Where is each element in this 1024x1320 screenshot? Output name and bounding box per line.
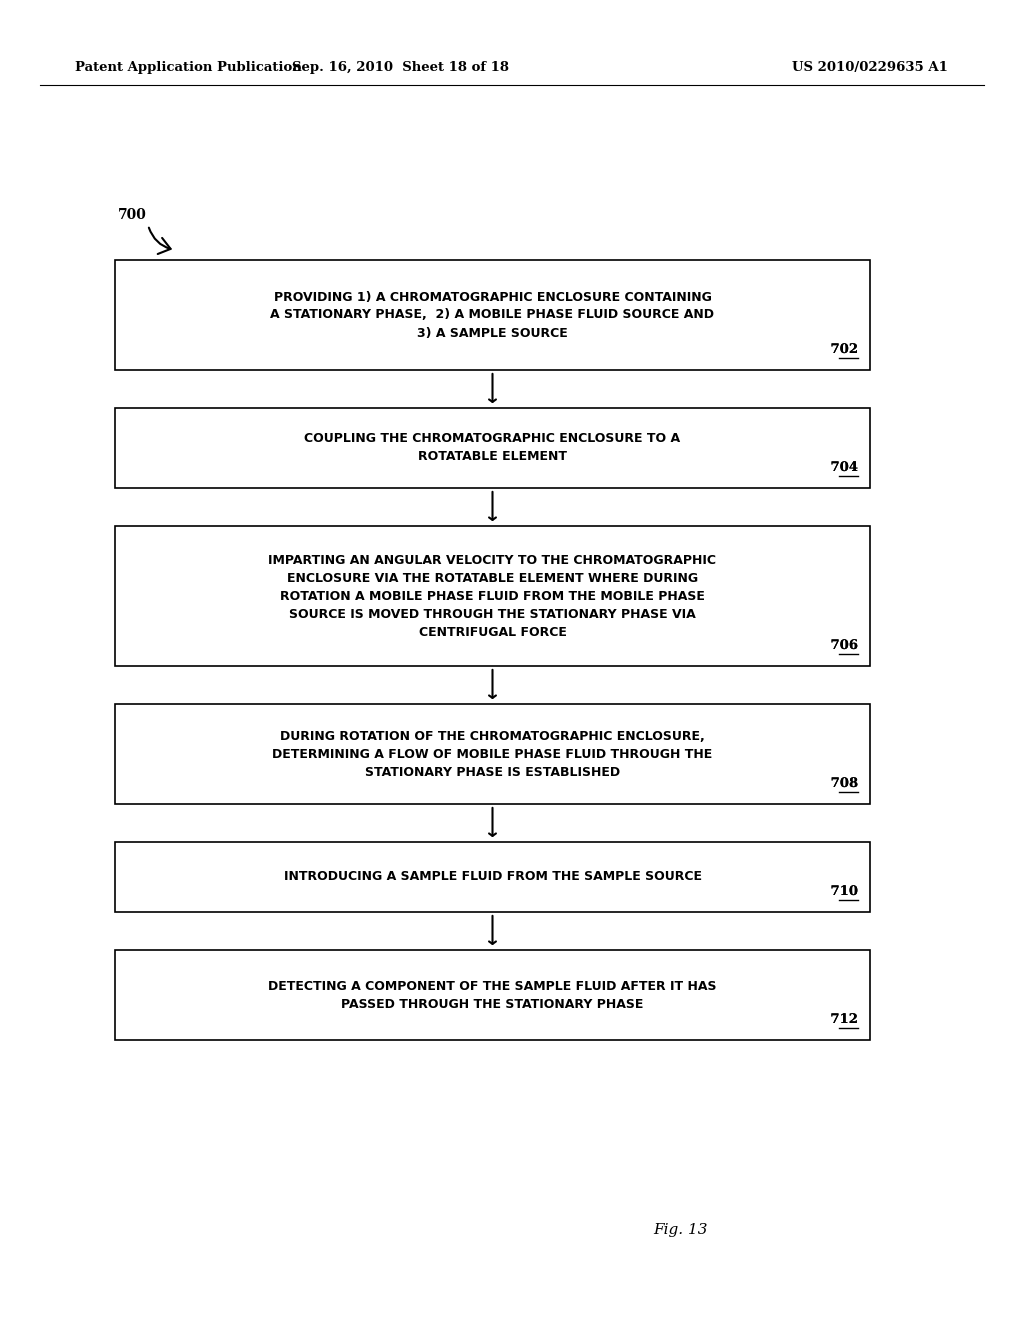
- FancyBboxPatch shape: [115, 260, 870, 370]
- FancyBboxPatch shape: [115, 408, 870, 488]
- Text: 704: 704: [830, 461, 858, 474]
- Text: A STATIONARY PHASE,  2) A MOBILE PHASE FLUID SOURCE AND: A STATIONARY PHASE, 2) A MOBILE PHASE FL…: [270, 309, 715, 322]
- FancyBboxPatch shape: [115, 842, 870, 912]
- Text: 710: 710: [830, 884, 858, 898]
- Text: 700: 700: [118, 209, 146, 222]
- Text: IMPARTING AN ANGULAR VELOCITY TO THE CHROMATOGRAPHIC: IMPARTING AN ANGULAR VELOCITY TO THE CHR…: [268, 553, 717, 566]
- FancyBboxPatch shape: [115, 525, 870, 667]
- Text: PROVIDING 1) A CHROMATOGRAPHIC ENCLOSURE CONTAINING: PROVIDING 1) A CHROMATOGRAPHIC ENCLOSURE…: [273, 290, 712, 304]
- Text: INTRODUCING A SAMPLE FLUID FROM THE SAMPLE SOURCE: INTRODUCING A SAMPLE FLUID FROM THE SAMP…: [284, 870, 701, 883]
- Text: DURING ROTATION OF THE CHROMATOGRAPHIC ENCLOSURE,: DURING ROTATION OF THE CHROMATOGRAPHIC E…: [281, 730, 705, 742]
- Text: ROTATION A MOBILE PHASE FLUID FROM THE MOBILE PHASE: ROTATION A MOBILE PHASE FLUID FROM THE M…: [280, 590, 705, 602]
- FancyArrowPatch shape: [148, 227, 171, 253]
- Text: DETECTING A COMPONENT OF THE SAMPLE FLUID AFTER IT HAS: DETECTING A COMPONENT OF THE SAMPLE FLUI…: [268, 979, 717, 993]
- Text: ROTATABLE ELEMENT: ROTATABLE ELEMENT: [418, 450, 567, 463]
- Text: SOURCE IS MOVED THROUGH THE STATIONARY PHASE VIA: SOURCE IS MOVED THROUGH THE STATIONARY P…: [289, 607, 696, 620]
- Text: Patent Application Publication: Patent Application Publication: [75, 62, 302, 74]
- Text: PASSED THROUGH THE STATIONARY PHASE: PASSED THROUGH THE STATIONARY PHASE: [341, 998, 644, 1011]
- Text: 708: 708: [830, 777, 858, 789]
- FancyBboxPatch shape: [115, 704, 870, 804]
- Text: 706: 706: [830, 639, 858, 652]
- Text: COUPLING THE CHROMATOGRAPHIC ENCLOSURE TO A: COUPLING THE CHROMATOGRAPHIC ENCLOSURE T…: [304, 433, 681, 446]
- Text: 3) A SAMPLE SOURCE: 3) A SAMPLE SOURCE: [417, 326, 568, 339]
- Text: Sep. 16, 2010  Sheet 18 of 18: Sep. 16, 2010 Sheet 18 of 18: [292, 62, 509, 74]
- Text: 712: 712: [830, 1012, 858, 1026]
- Text: 702: 702: [830, 343, 858, 356]
- Text: STATIONARY PHASE IS ESTABLISHED: STATIONARY PHASE IS ESTABLISHED: [365, 766, 621, 779]
- Text: CENTRIFUGAL FORCE: CENTRIFUGAL FORCE: [419, 626, 566, 639]
- FancyBboxPatch shape: [115, 950, 870, 1040]
- Text: US 2010/0229635 A1: US 2010/0229635 A1: [792, 62, 948, 74]
- Text: DETERMINING A FLOW OF MOBILE PHASE FLUID THROUGH THE: DETERMINING A FLOW OF MOBILE PHASE FLUID…: [272, 747, 713, 760]
- Text: ENCLOSURE VIA THE ROTATABLE ELEMENT WHERE DURING: ENCLOSURE VIA THE ROTATABLE ELEMENT WHER…: [287, 572, 698, 585]
- Text: Fig. 13: Fig. 13: [652, 1224, 708, 1237]
